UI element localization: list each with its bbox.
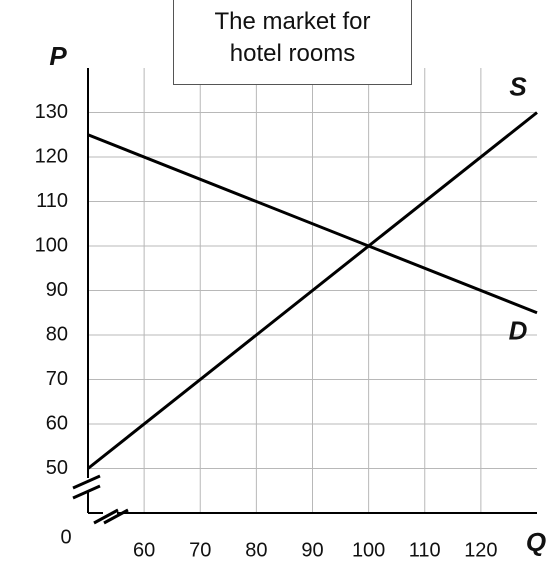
x-tick-label: 60 [133, 539, 155, 561]
x-tick-label: 70 [189, 539, 211, 561]
x-axis-break [93, 506, 129, 525]
y-tick-label: 50 [46, 457, 68, 479]
origin-label: 0 [60, 526, 71, 548]
y-tick-label: 100 [35, 234, 68, 256]
x-tick-label: 80 [245, 539, 267, 561]
x-tick-label: 120 [464, 539, 497, 561]
chart-title: The market for hotel rooms [173, 0, 412, 85]
x-tick-label: 90 [301, 539, 323, 561]
y-axis-label: P [49, 41, 67, 71]
x-tick-label: 100 [352, 539, 385, 561]
y-tick-label: 60 [46, 412, 68, 434]
y-tick-label: 80 [46, 323, 68, 345]
y-tick-label: 110 [36, 190, 68, 212]
y-tick-label: 70 [46, 368, 68, 390]
y-tick-label: 120 [35, 145, 68, 167]
y-tick-label: 130 [35, 101, 68, 123]
curve-label: D [509, 316, 528, 346]
y-axis-break [72, 474, 101, 500]
y-tick-label: 90 [46, 279, 68, 301]
x-tick-label: 110 [409, 539, 441, 561]
curve [87, 133, 538, 315]
x-axis-label: Q [526, 527, 546, 557]
curve-label: S [509, 71, 527, 101]
curve [87, 111, 538, 470]
